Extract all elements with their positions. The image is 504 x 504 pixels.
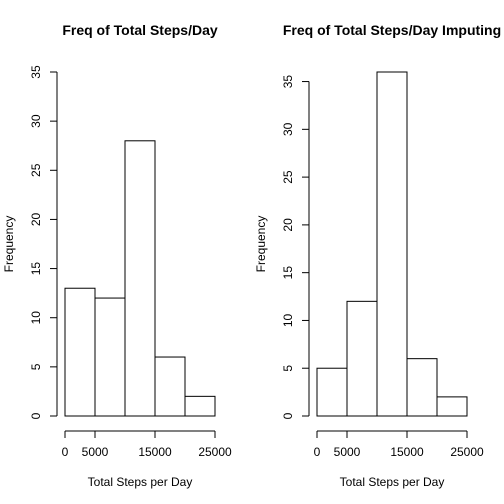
y-tick-label: 35 xyxy=(29,65,43,79)
histogram-bar xyxy=(154,356,186,417)
y-tick-label: 15 xyxy=(29,262,43,276)
y-tick-label: 30 xyxy=(29,114,43,128)
y-tick-label: 20 xyxy=(29,212,43,226)
x-tick-label: 5000 xyxy=(82,445,109,459)
histogram-bar xyxy=(376,71,408,417)
y-tick-label: 25 xyxy=(29,163,43,177)
x-tick-label: 25000 xyxy=(450,445,484,459)
x-tick-label: 5000 xyxy=(334,445,361,459)
x-tick-label: 25000 xyxy=(198,445,232,459)
y-tick-label: 35 xyxy=(281,75,295,89)
histogram-bar xyxy=(316,367,348,417)
x-tick-label: 0 xyxy=(62,445,69,459)
histogram-bar xyxy=(436,396,468,417)
y-tick-label: 10 xyxy=(281,313,295,327)
y-tick-label: 20 xyxy=(281,218,295,232)
chart-title: Freq of Total Steps/Day xyxy=(62,22,218,38)
x-axis-label: Total Steps per Day xyxy=(340,475,445,489)
histogram-bar xyxy=(94,297,126,417)
histogram-bar xyxy=(346,300,378,417)
y-axis-label: Frequency xyxy=(254,216,268,273)
histogram-bar xyxy=(184,395,216,417)
y-tick-label: 0 xyxy=(29,412,43,419)
y-tick-label: 25 xyxy=(281,170,295,184)
histogram-panel-imputed: Freq of Total Steps/Day Imputing Total S… xyxy=(254,22,501,489)
chart-title: Freq of Total Steps/Day Imputing xyxy=(283,22,501,38)
y-tick-label: 5 xyxy=(281,365,295,372)
histogram-bar xyxy=(64,287,96,417)
x-tick-label: 15000 xyxy=(390,445,424,459)
x-axis-label: Total Steps per Day xyxy=(88,475,193,489)
histogram-panel-original: Freq of Total Steps/Day Total Steps per … xyxy=(2,22,232,489)
histogram-bar xyxy=(124,140,156,417)
y-tick-label: 0 xyxy=(281,412,295,419)
x-tick-label: 15000 xyxy=(138,445,172,459)
histogram-bar xyxy=(406,358,438,417)
y-tick-label: 5 xyxy=(29,363,43,370)
y-axis-label: Frequency xyxy=(2,216,16,273)
y-tick-label: 10 xyxy=(29,311,43,325)
x-tick-label: 0 xyxy=(314,445,321,459)
y-tick-label: 15 xyxy=(281,266,295,280)
y-tick-label: 30 xyxy=(281,122,295,136)
